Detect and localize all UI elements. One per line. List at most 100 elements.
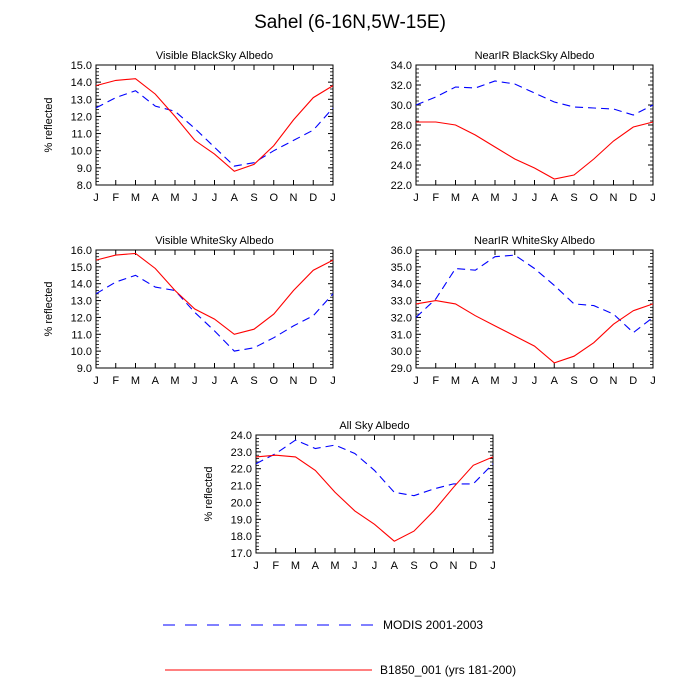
y-tick-label: 24.0 bbox=[391, 160, 412, 172]
x-tick-label: M bbox=[490, 192, 499, 204]
x-tick-label: A bbox=[152, 375, 160, 387]
x-tick-label: J bbox=[413, 192, 419, 204]
x-tick-label: D bbox=[309, 375, 317, 387]
series-line-modis bbox=[415, 254, 654, 334]
x-tick-label: J bbox=[253, 560, 259, 572]
y-tick-label: 9.0 bbox=[77, 363, 92, 375]
y-tick-label: 34.0 bbox=[391, 60, 412, 72]
y-tick-label: 24.0 bbox=[231, 430, 252, 442]
x-tick-label: J bbox=[372, 560, 378, 572]
series-line-modis bbox=[255, 439, 494, 497]
y-tick-label: 14.0 bbox=[71, 279, 92, 291]
chart-panel-5: All Sky Albedo % reflected 17.0 18.0 19.0 20.… bbox=[203, 420, 496, 572]
x-tick-label: N bbox=[450, 560, 458, 572]
y-tick-label: 29.0 bbox=[391, 363, 412, 375]
y-tick-label: 33.0 bbox=[391, 296, 412, 308]
x-tick-label: M bbox=[451, 375, 460, 387]
x-tick-label: F bbox=[112, 375, 119, 387]
x-tick-label: M bbox=[490, 375, 499, 387]
x-tick-label: S bbox=[570, 375, 577, 387]
y-tick-label: 30.0 bbox=[391, 100, 412, 112]
y-tick-label: 14.0 bbox=[71, 77, 92, 89]
x-tick-label: J bbox=[650, 375, 656, 387]
chart-title: Visible WhiteSky Albedo bbox=[155, 235, 273, 247]
series-line-modis bbox=[415, 80, 654, 116]
x-tick-label: A bbox=[551, 192, 559, 204]
series-line-model bbox=[95, 78, 334, 172]
x-tick-label: M bbox=[131, 192, 140, 204]
legend-label-model: B1850_001 (yrs 181-200) bbox=[380, 663, 516, 677]
plot-frame bbox=[415, 64, 654, 186]
y-tick-label: 12.0 bbox=[71, 312, 92, 324]
y-axis-label: % reflected bbox=[43, 281, 55, 336]
x-tick-label: J bbox=[532, 192, 538, 204]
x-tick-label: M bbox=[170, 192, 179, 204]
chart-title: NearIR WhiteSky Albedo bbox=[474, 235, 595, 247]
x-tick-label: J bbox=[192, 375, 198, 387]
x-tick-label: F bbox=[272, 560, 279, 572]
x-tick-label: D bbox=[469, 560, 477, 572]
chart-panel-2: NearIR BlackSky Albedo 22.0 24.0 26.0 28.0 30… bbox=[391, 50, 656, 204]
y-tick-label: 35.0 bbox=[391, 262, 412, 274]
x-tick-label: O bbox=[589, 192, 598, 204]
x-tick-label: O bbox=[429, 560, 438, 572]
series-line-model bbox=[415, 300, 654, 364]
plot-frame bbox=[415, 249, 654, 369]
x-tick-label: J bbox=[212, 375, 218, 387]
y-tick-label: 11.0 bbox=[71, 329, 92, 341]
x-tick-label: A bbox=[472, 375, 480, 387]
chart-title: All Sky Albedo bbox=[339, 420, 409, 432]
chart-panel-4: NearIR WhiteSky Albedo 29.0 30.0 31.0 32.0 33… bbox=[391, 235, 656, 387]
y-tick-label: 28.0 bbox=[391, 120, 412, 132]
x-tick-label: J bbox=[93, 192, 99, 204]
y-tick-label: 17.0 bbox=[231, 548, 252, 560]
x-tick-label: A bbox=[231, 375, 239, 387]
y-tick-label: 19.0 bbox=[231, 514, 252, 526]
y-tick-label: 26.0 bbox=[391, 140, 412, 152]
plot-frame bbox=[95, 64, 334, 186]
x-tick-label: A bbox=[312, 560, 320, 572]
chart-title: Visible BlackSky Albedo bbox=[156, 50, 273, 62]
x-tick-label: S bbox=[410, 560, 417, 572]
x-tick-label: O bbox=[269, 192, 278, 204]
x-tick-label: M bbox=[451, 192, 460, 204]
x-tick-label: J bbox=[413, 375, 419, 387]
x-tick-label: F bbox=[432, 375, 439, 387]
y-tick-label: 31.0 bbox=[391, 329, 412, 341]
y-axis-label: % reflected bbox=[203, 466, 215, 521]
series-line-model bbox=[416, 121, 654, 180]
y-tick-label: 10.0 bbox=[71, 346, 92, 358]
y-tick-label: 13.0 bbox=[71, 296, 92, 308]
x-tick-label: O bbox=[269, 375, 278, 387]
x-tick-label: A bbox=[391, 560, 399, 572]
x-tick-label: J bbox=[512, 375, 518, 387]
x-tick-label: N bbox=[610, 192, 618, 204]
legend-label-modis: MODIS 2001-2003 bbox=[383, 618, 483, 632]
plot-frame bbox=[95, 249, 334, 369]
y-tick-label: 22.0 bbox=[231, 464, 252, 476]
chart-title: NearIR BlackSky Albedo bbox=[475, 50, 595, 62]
x-tick-label: J bbox=[650, 192, 656, 204]
x-tick-label: J bbox=[330, 192, 336, 204]
y-tick-label: 32.0 bbox=[391, 80, 412, 92]
y-tick-label: 22.0 bbox=[391, 180, 412, 192]
y-tick-label: 15.0 bbox=[71, 262, 92, 274]
x-tick-label: N bbox=[610, 375, 618, 387]
series-line-model bbox=[95, 252, 334, 335]
x-tick-label: N bbox=[290, 375, 298, 387]
x-tick-label: S bbox=[250, 192, 257, 204]
y-tick-label: 9.0 bbox=[77, 163, 92, 175]
y-tick-label: 12.0 bbox=[71, 111, 92, 123]
chart-panel-3: Visible WhiteSky Albedo % reflected 9.0 10.… bbox=[43, 235, 336, 387]
x-tick-label: M bbox=[131, 375, 140, 387]
y-tick-label: 16.0 bbox=[71, 245, 92, 257]
plot-frame bbox=[255, 434, 494, 554]
x-tick-label: A bbox=[152, 192, 160, 204]
y-tick-label: 30.0 bbox=[391, 346, 412, 358]
x-tick-label: A bbox=[231, 192, 239, 204]
series-line-modis bbox=[95, 90, 334, 167]
x-tick-label: M bbox=[330, 560, 339, 572]
x-tick-label: A bbox=[551, 375, 559, 387]
y-tick-label: 13.0 bbox=[71, 94, 92, 106]
